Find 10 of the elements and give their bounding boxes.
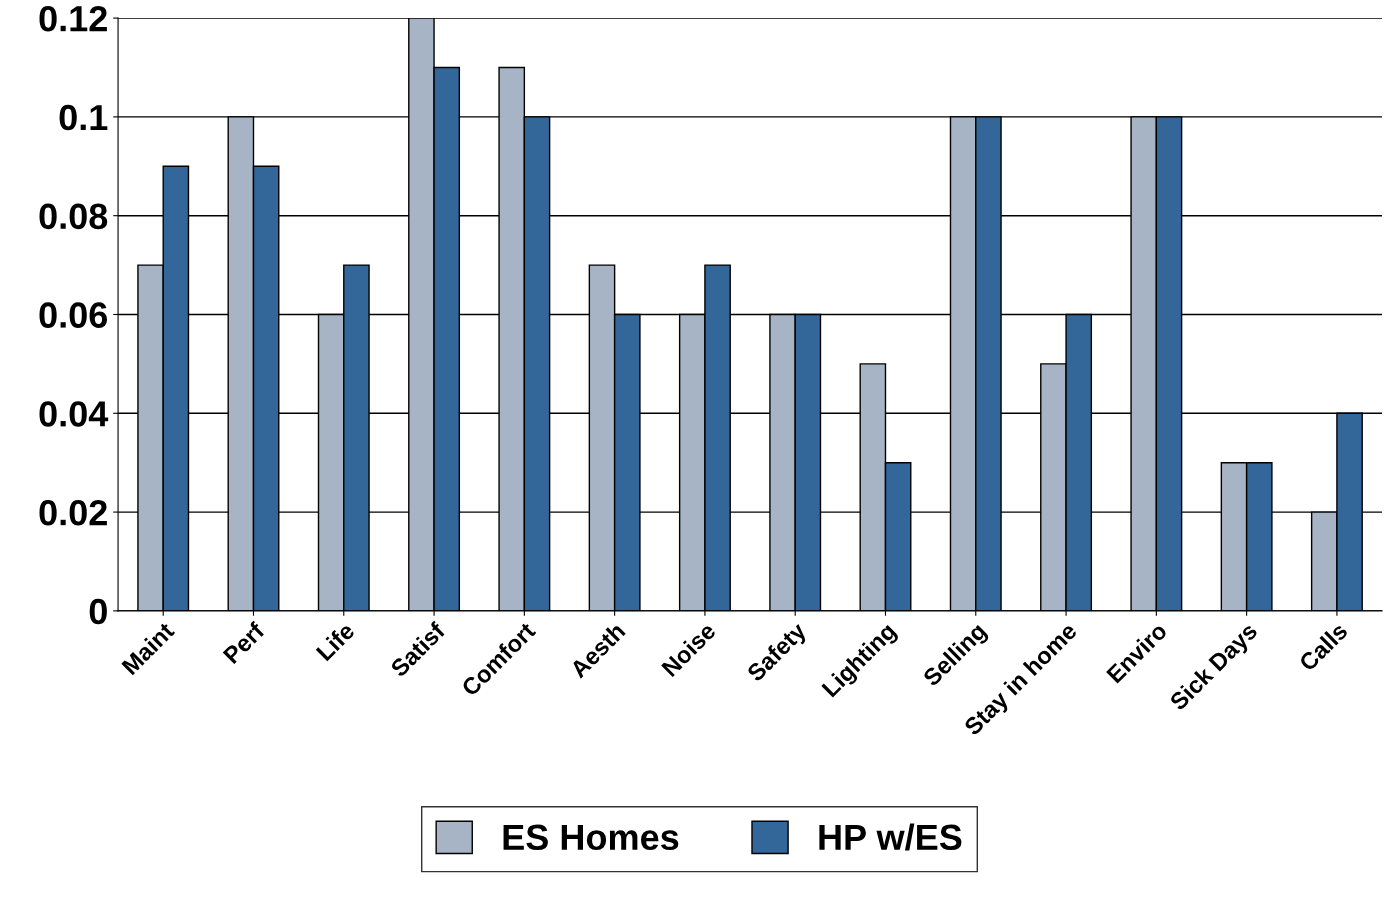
y-tick-label: 0.1 bbox=[59, 104, 108, 131]
y-tick-label: 0.02 bbox=[39, 499, 107, 526]
y-tick-label: 0.12 bbox=[39, 5, 107, 32]
y-tick-label: 0.06 bbox=[39, 302, 108, 328]
y-tick-label: 0 bbox=[89, 598, 107, 625]
y-tick-label: 0.08 bbox=[39, 203, 108, 230]
y-tick-label: 0.04 bbox=[39, 401, 109, 427]
legend-label: HP w/ES bbox=[819, 823, 962, 851]
legend-label: ES Homes bbox=[503, 824, 679, 851]
x-tick-label: Life bbox=[315, 621, 356, 662]
